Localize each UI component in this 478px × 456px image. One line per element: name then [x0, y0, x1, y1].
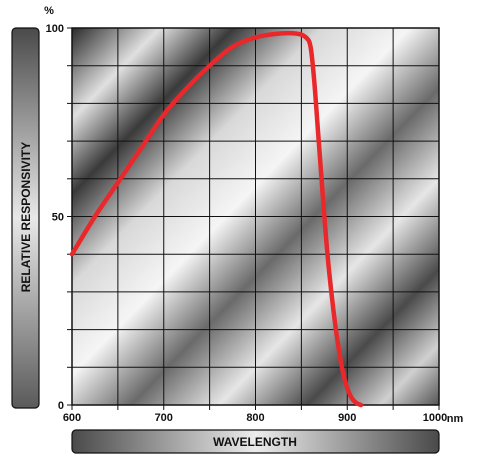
y-axis-label: RELATIVE RESPONSIVITY: [19, 142, 33, 292]
grid-lines: [72, 28, 439, 405]
y-axis-label-box: [11, 27, 40, 409]
x-unit-label: nm: [447, 413, 464, 425]
y-tick-label: 50: [52, 212, 64, 224]
x-tick-label: 700: [155, 412, 173, 424]
axis-ticks: 600 700 800 900 1000 0 50 100: [46, 23, 448, 424]
x-axis-label-box: [71, 429, 440, 454]
series-group: [69, 30, 364, 408]
x-axis-label: WAVELENGTH: [213, 435, 297, 449]
x-tick-label: 800: [246, 412, 264, 424]
y-unit-label: %: [44, 5, 54, 17]
y-tick-label: 100: [46, 23, 64, 35]
x-tick-label: 600: [63, 412, 81, 424]
y-tick-label: 0: [58, 400, 64, 412]
responsivity-line: [69, 30, 364, 408]
x-tick-label: 900: [338, 412, 356, 424]
x-tick-label: 1000: [423, 412, 447, 424]
